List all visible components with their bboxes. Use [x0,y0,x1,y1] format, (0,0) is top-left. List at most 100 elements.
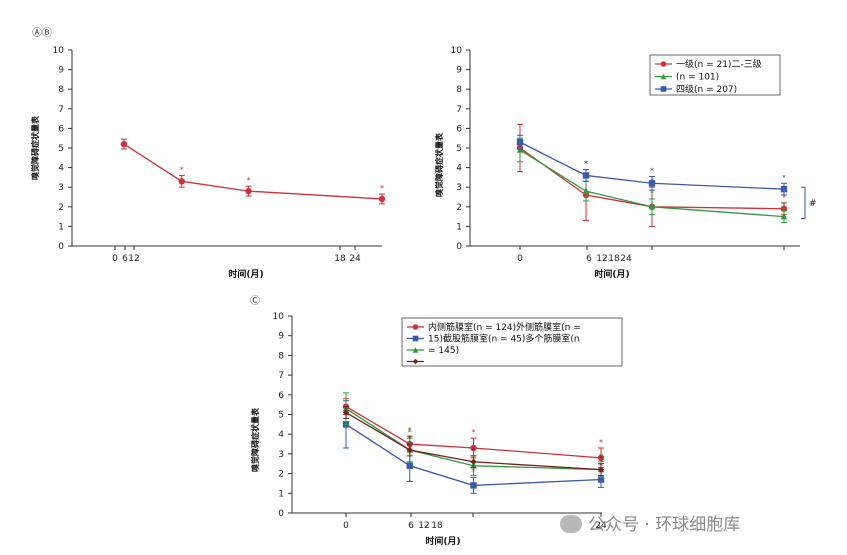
series-line [123,143,383,200]
legend-marker [412,358,419,365]
significance-mark: * [472,428,476,437]
panel-label: Ⓒ [250,295,260,307]
significance-mark: * [599,452,603,461]
series-4: * * * [342,406,605,477]
y-tick-label: 4 [278,430,284,440]
significance-mark: * [408,434,412,443]
y-tick-label: 2 [456,203,462,213]
legend-box [401,317,623,367]
x-tick-label: 12 [128,254,139,264]
panel-label: ⒶⒷ [32,27,52,39]
y-tick-label: 1 [278,489,284,499]
data-point [470,482,477,489]
significance-mark: * [650,166,654,175]
significance-mark: * [180,165,184,174]
y-tick-label: 1 [456,222,462,232]
legend-label: (n = 101) [676,73,719,83]
y-tick-label: 4 [456,164,462,174]
significance-mark: * [472,446,476,455]
x-tick-label: 0 [112,254,118,264]
y-tick-label: 7 [456,105,462,115]
legend-marker [412,324,419,330]
y-tick-label: 0 [58,242,64,252]
x-tick-label: 24 [620,254,632,264]
series-line [345,408,602,471]
y-tick-label: 10 [53,46,65,56]
y-tick-label: 5 [58,144,64,154]
y-tick-label: 10 [273,312,285,322]
y-tick-label: 10 [451,46,463,56]
y-axis-title: 嗅觉障碍症状量表 [30,115,40,180]
x-tick-label: 6 [586,254,592,264]
x-tick-label: 18 [334,254,346,264]
y-tick-label: 3 [456,183,462,193]
x-tick-label: 0 [343,521,349,531]
y-tick-label: 3 [58,183,64,193]
significance-mark: * [472,446,476,455]
data-point [516,138,524,146]
legend-marker [412,335,419,342]
data-point [780,185,788,193]
y-tick-label: 1 [58,222,64,232]
x-tick-label: 24 [349,254,361,264]
x-tick-label: 6 [122,254,128,264]
significance-mark: * [650,189,654,198]
data-point [470,444,477,452]
y-tick-label: 9 [456,66,462,76]
y-tick-label: 2 [278,470,284,480]
y-tick-label: 3 [278,450,284,460]
y-tick-label: 8 [456,85,462,95]
data-point [406,462,413,469]
significance-mark: * [584,160,588,169]
data-point [342,409,350,416]
y-tick-label: 7 [58,105,64,115]
y-tick-label: 8 [58,85,64,95]
data-point [582,187,590,194]
legend-marker [660,61,667,67]
data-point [597,454,605,462]
y-axis-title: 嗅觉障碍症状量表 [434,132,444,197]
y-tick-label: 5 [456,144,462,154]
legend: 内侧筋膜室(n = 124)外侧筋膜室(n =15)截股筋膜室(n = 45)多… [401,317,623,367]
significance-mark: * [782,193,786,202]
legend-marker [660,73,667,80]
x-axis-title: 时间(月) [425,535,460,547]
y-tick-label: 9 [278,332,284,342]
significance-bracket [801,186,806,220]
data-point [406,446,413,454]
legend-marker [412,347,419,353]
data-point [597,476,605,483]
data-point [178,178,185,185]
data-point [470,458,477,465]
data-point [120,140,128,148]
significance-annotation: # [809,199,817,209]
significance-mark: * [584,160,588,169]
legend-label: 内侧筋膜室(n = 124)外侧筋膜室(n = [428,321,581,333]
y-tick-label: 0 [456,242,462,252]
watermark-text: 公众号 · 环球细胞库 [588,515,741,535]
data-point [597,466,605,473]
x-tick-label: 12 [418,521,429,531]
series-line [519,147,785,210]
data-point [648,203,656,210]
y-tick-label: 6 [58,124,64,134]
x-tick-label: 18 [608,254,620,264]
data-point [378,195,386,203]
x-axis-title: 时间(月) [228,268,263,280]
x-tick-label: 0 [517,254,523,264]
y-tick-label: 6 [456,124,462,134]
series-line [519,141,785,190]
legend: 一级(n = 21)二-三级 (n = 101)四级(n = 207) [649,54,781,96]
legend-label: 四级(n = 207) [676,83,737,95]
data-point [780,212,788,220]
y-tick-label: 9 [58,66,64,76]
significance-mark: * [247,176,251,185]
data-point [245,187,252,195]
wechat-icon [560,515,582,533]
y-tick-label: 6 [278,391,284,401]
watermark: 公众号 · 环球细胞库 [560,510,740,535]
y-axis-title: 嗅觉障碍症状量表 [250,407,260,472]
y-tick-label: 7 [278,371,284,381]
